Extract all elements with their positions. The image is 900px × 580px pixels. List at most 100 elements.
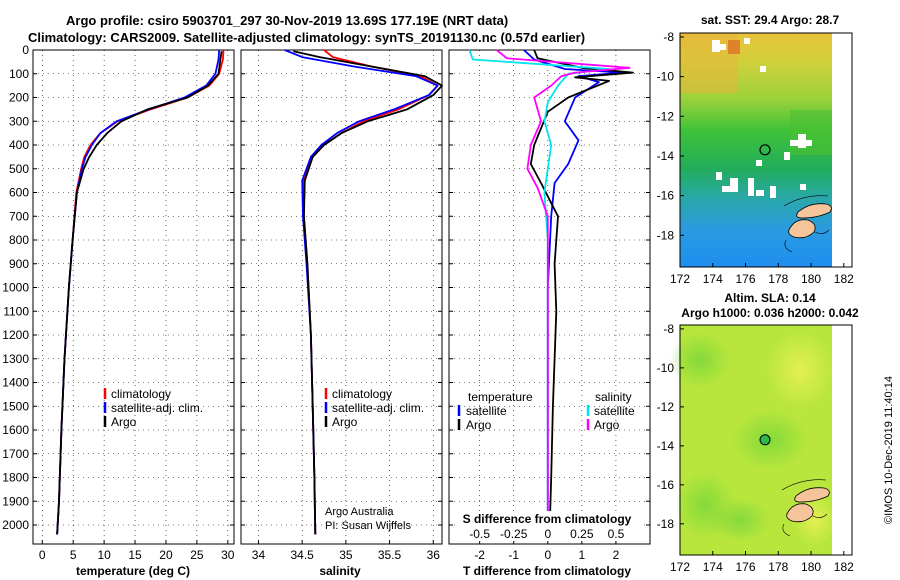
- pressure-tick-label: 0: [22, 43, 29, 57]
- salinity-x-label: salinity: [319, 564, 361, 578]
- s-axis-label-background: [456, 511, 641, 541]
- annotation-argo-australia: Argo Australia: [325, 506, 394, 518]
- salinity-axis-ticks: 34 34.5 35 35.5 36: [252, 540, 440, 562]
- pressure-tick-label: 1000: [2, 281, 29, 295]
- series-line-t-argo: [529, 49, 634, 535]
- x-tick-label: 15: [128, 548, 142, 562]
- map-lon-label: 180: [801, 560, 821, 574]
- pressure-tick-label: 1700: [2, 447, 29, 461]
- pressure-tick-label: 1400: [2, 376, 29, 390]
- pressure-tick-label: 300: [9, 114, 29, 128]
- pressure-tick-label: 1600: [2, 423, 29, 437]
- legend-label: satellite: [594, 404, 635, 418]
- temperature-plot-frame: [32, 49, 235, 545]
- pressure-tick-label: 800: [9, 233, 29, 247]
- sst-fiji-islands: [783, 195, 832, 253]
- pressure-tick-label: 100: [9, 67, 29, 81]
- s-tick-label: -0.25: [500, 527, 528, 541]
- legend-label: Argo: [332, 415, 358, 429]
- map-lon-label: 182: [834, 560, 854, 574]
- map-lat-label: -10: [657, 70, 675, 84]
- legend-label: satellite: [466, 404, 507, 418]
- map-lat-label: -10: [657, 361, 675, 375]
- annotation-pi: PI: Susan Wijffels: [325, 520, 411, 532]
- sla-blob-2: [766, 330, 834, 410]
- salinity-series: [284, 49, 443, 535]
- legend-label: climatology: [111, 387, 171, 401]
- temperature-series: [56, 49, 225, 535]
- legend-title-salinity: salinity: [595, 390, 632, 404]
- difference-pressure-ticks: [449, 49, 650, 526]
- legend-label: satellite-adj. clim.: [111, 401, 203, 415]
- series-line-s-argo: [496, 49, 631, 535]
- t-difference-x-label: T difference from climatology: [463, 564, 631, 578]
- map-lat-label: -8: [663, 30, 674, 44]
- x-tick-label: 5: [70, 548, 77, 562]
- map-lon-label: 176: [736, 272, 756, 286]
- map-lon-label: 176: [736, 560, 756, 574]
- sla-map-title-line2: Argo h1000: 0.036 h2000: 0.042: [681, 306, 859, 320]
- map-lat-label: -14: [657, 439, 675, 453]
- x-tick-label: 25: [190, 548, 204, 562]
- sst-float-marker: [759, 144, 771, 156]
- sst-cloud-mask: [712, 38, 812, 198]
- x-tick-label: 35.5: [378, 548, 402, 562]
- x-tick-label: 2: [613, 548, 620, 562]
- x-tick-label: 35: [339, 548, 353, 562]
- map-lat-label: -18: [657, 517, 675, 531]
- pressure-tick-label: 1800: [2, 471, 29, 485]
- s-tick-label: 0.5: [608, 527, 625, 541]
- sst-green-patch: [790, 110, 832, 155]
- map-lat-label: -12: [657, 400, 675, 414]
- map-lon-label: 172: [670, 560, 690, 574]
- salinity-pressure-ticks: [241, 49, 442, 526]
- sla-blob-5: [710, 498, 770, 542]
- pressure-tick-label: 1900: [2, 494, 29, 508]
- x-tick-label: 0: [544, 548, 551, 562]
- pressure-tick-label: 200: [9, 91, 29, 105]
- legend-label: satellite-adj. clim.: [332, 401, 424, 415]
- sst-map-frame: [679, 32, 853, 268]
- s-tick-label: -0.5: [469, 527, 490, 541]
- pressure-tick-label: 2000: [2, 518, 29, 532]
- salinity-profile-panel: 34 34.5 35 35.5 36 climatologysatellite-adj.…: [240, 49, 443, 578]
- sla-no-data: [832, 325, 852, 555]
- x-tick-label: -2: [474, 548, 485, 562]
- legend-label: Argo: [594, 418, 620, 432]
- pressure-tick-label: 1300: [2, 352, 29, 366]
- pressure-tick-label: 400: [9, 138, 29, 152]
- pressure-tick-label: 900: [9, 257, 29, 271]
- x-tick-label: 34: [252, 548, 266, 562]
- x-tick-label: 36: [427, 548, 441, 562]
- series-line-argo: [293, 50, 443, 535]
- map-lat-label: -18: [657, 228, 675, 242]
- s-difference-axis-ticks: -0.5 -0.25 0 0.25 0.5: [469, 527, 624, 541]
- pressure-axis-ticks: 0 100 200 300 400 500 600 700 800 900 1000 1100 1200…: [2, 43, 234, 532]
- x-tick-label: 0: [39, 548, 46, 562]
- map-lon-label: 174: [703, 272, 723, 286]
- legend-label: Argo: [466, 418, 492, 432]
- x-tick-label: 1: [579, 548, 586, 562]
- sst-hot-pixel: [728, 40, 740, 54]
- sla-map-ticks: 172 174 176 178 180 182 -8 -10 -12 -14 -16 -18: [657, 322, 854, 574]
- sla-map-frame: [679, 324, 853, 556]
- map-lon-label: 178: [768, 272, 788, 286]
- s-tick-label: 0: [544, 527, 551, 541]
- map-lon-label: 178: [768, 560, 788, 574]
- salinity-grid: [241, 49, 442, 544]
- difference-series: [468, 49, 634, 535]
- sst-no-data: [832, 33, 852, 267]
- sst-map-title: sat. SST: 29.4 Argo: 28.7: [701, 13, 840, 27]
- series-line-argo: [56, 51, 223, 535]
- pressure-tick-label: 1200: [2, 328, 29, 342]
- pressure-tick-label: 1100: [3, 304, 29, 318]
- map-lat-label: -16: [657, 189, 675, 203]
- sla-map-title-line1: Altim. SLA: 0.14: [724, 291, 816, 305]
- legend-label: Argo: [111, 415, 137, 429]
- sst-map-panel: sat. SST: 29.4 Argo: 28.7 172 174 176 178 18…: [657, 13, 854, 286]
- x-tick-label: 10: [97, 548, 111, 562]
- sla-blob-1: [670, 332, 730, 388]
